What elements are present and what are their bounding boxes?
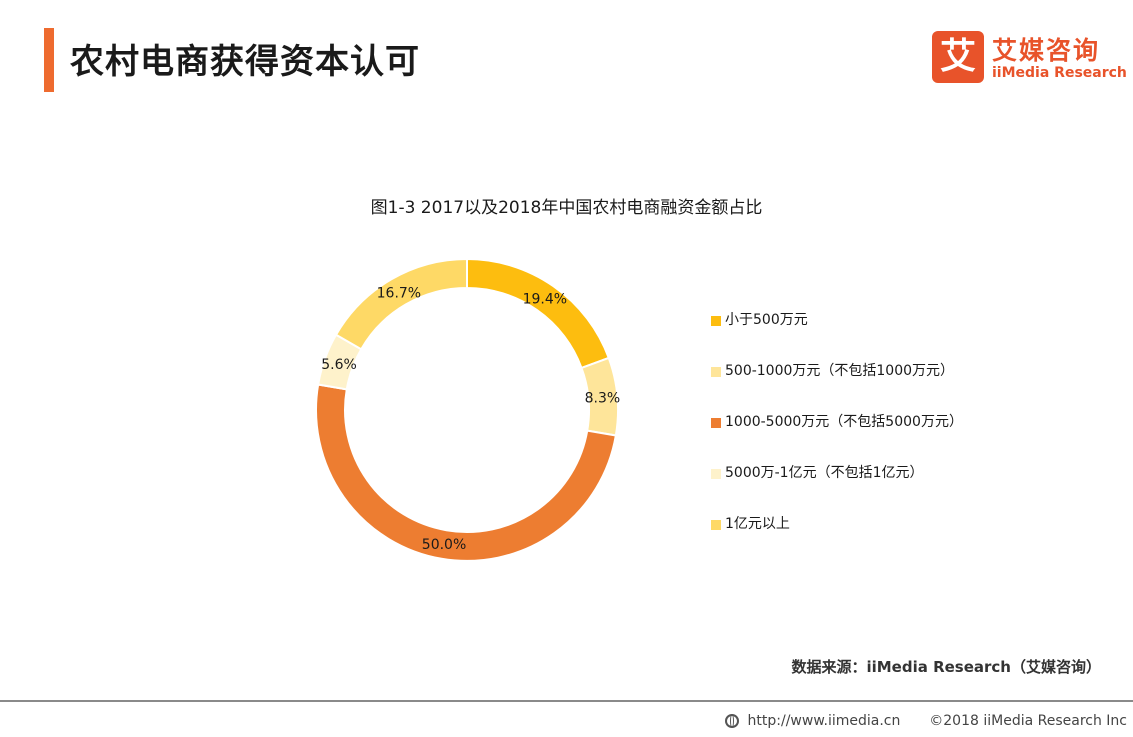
slice-label-5: 16.7% bbox=[377, 285, 421, 301]
legend-swatch bbox=[711, 520, 721, 530]
slice-label-1: 19.4% bbox=[523, 291, 567, 307]
donut-slice-3 bbox=[315, 383, 617, 562]
donut-slice-1 bbox=[466, 257, 611, 370]
donut-slice-5 bbox=[334, 257, 468, 351]
page-title: 农村电商获得资本认可 bbox=[70, 42, 420, 82]
data-source: 数据来源：iiMedia Research（艾媒咨询） bbox=[791, 658, 1101, 676]
footer-url[interactable]: http://www.iimedia.cn bbox=[747, 713, 901, 729]
legend-label: 1亿元以上 bbox=[725, 516, 790, 532]
legend-swatch bbox=[711, 367, 721, 377]
brand-logo: 艾 艾媒咨询 iiMedia Research bbox=[932, 31, 1127, 87]
legend-label: 1000-5000万元（不包括5000万元） bbox=[725, 414, 963, 430]
legend-label: 500-1000万元（不包括1000万元） bbox=[725, 363, 955, 379]
slice-label-4: 5.6% bbox=[321, 357, 357, 373]
title-accent-bar bbox=[44, 28, 54, 92]
brand-name-en: iiMedia Research bbox=[992, 65, 1127, 81]
legend-swatch bbox=[711, 316, 721, 326]
footer: http://www.iimedia.cn ©2018 iiMedia Rese… bbox=[725, 713, 1127, 729]
legend-label: 5000万-1亿元（不包括1亿元） bbox=[725, 465, 924, 481]
legend-label: 小于500万元 bbox=[725, 312, 808, 328]
slice-label-3: 50.0% bbox=[422, 537, 466, 553]
brand-name-cn: 艾媒咨询 bbox=[992, 36, 1101, 65]
footer-divider bbox=[0, 700, 1133, 702]
legend-swatch bbox=[711, 469, 721, 479]
chart-title: 图1-3 2017以及2018年中国农村电商融资金额占比 bbox=[370, 198, 763, 218]
globe-icon bbox=[725, 714, 740, 728]
legend-swatch bbox=[711, 418, 721, 428]
slice-label-2: 8.3% bbox=[585, 391, 621, 407]
brand-mark-icon: 艾 bbox=[932, 31, 984, 83]
footer-copyright: ©2018 iiMedia Research Inc bbox=[929, 713, 1127, 729]
